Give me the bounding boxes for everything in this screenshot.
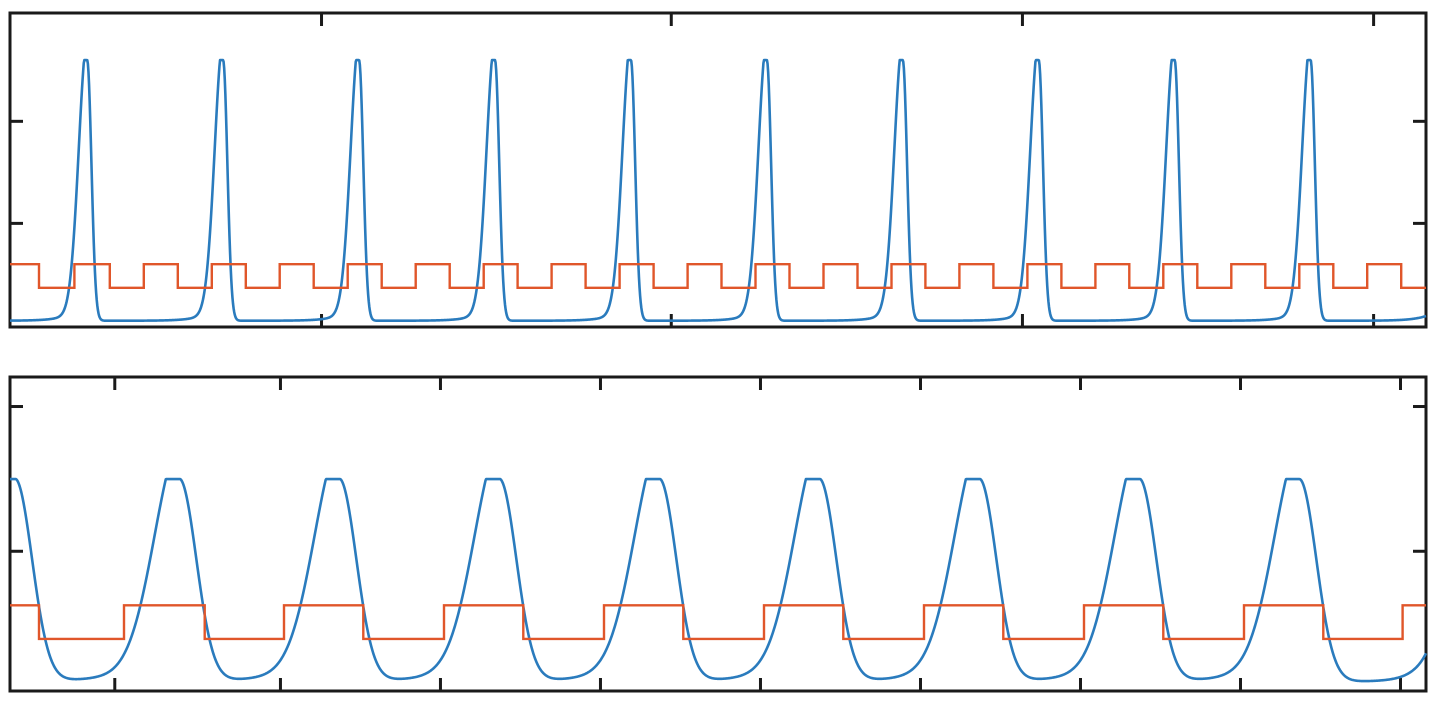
axes-frame — [8, 375, 1428, 693]
bottom-plot-panel — [8, 375, 1428, 693]
square-wave-series — [10, 604, 1426, 641]
axes-frame — [8, 11, 1428, 329]
pulse-train-series — [9, 58, 1427, 323]
pulse-train-series — [9, 477, 1428, 683]
square-wave-series — [10, 263, 1426, 289]
top-plot-panel — [8, 11, 1428, 329]
